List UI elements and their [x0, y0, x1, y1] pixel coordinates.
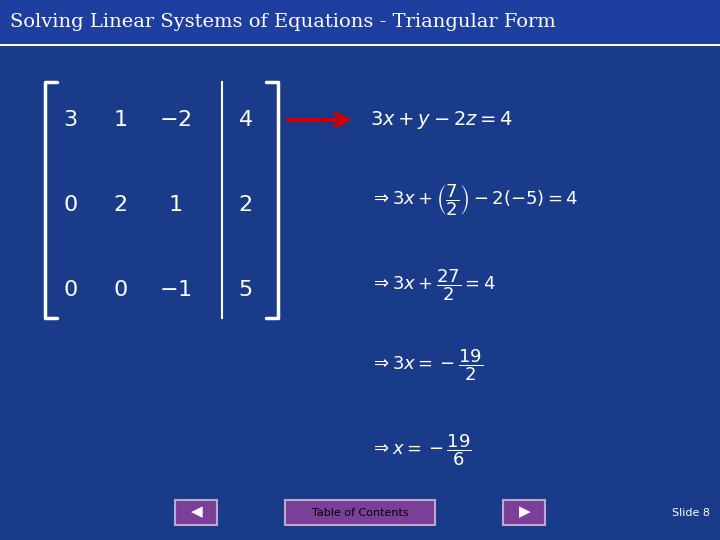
Text: $2$: $2$: [113, 194, 127, 216]
Text: $\Rightarrow 3x + \left(\dfrac{7}{2}\right) - 2(-5) = 4$: $\Rightarrow 3x + \left(\dfrac{7}{2}\rig…: [370, 182, 578, 218]
Text: $\blacktriangleright$: $\blacktriangleright$: [516, 505, 532, 521]
Text: Slide 8: Slide 8: [672, 508, 710, 517]
Text: $\Rightarrow 3x = -\dfrac{19}{2}$: $\Rightarrow 3x = -\dfrac{19}{2}$: [370, 347, 483, 383]
Text: $1$: $1$: [113, 109, 127, 131]
Text: Solving Linear Systems of Equations - Triangular Form: Solving Linear Systems of Equations - Tr…: [10, 13, 556, 31]
Text: $3x + y - 2z = 4$: $3x + y - 2z = 4$: [370, 109, 513, 131]
FancyBboxPatch shape: [175, 500, 217, 525]
Text: $0$: $0$: [63, 279, 77, 301]
Text: $\Rightarrow 3x + \dfrac{27}{2} = 4$: $\Rightarrow 3x + \dfrac{27}{2} = 4$: [370, 267, 496, 303]
Text: $3$: $3$: [63, 109, 77, 131]
Text: $-1$: $-1$: [158, 279, 192, 301]
Text: $\Rightarrow x = -\dfrac{19}{6}$: $\Rightarrow x = -\dfrac{19}{6}$: [370, 432, 472, 468]
Text: $5$: $5$: [238, 279, 252, 301]
Text: $2$: $2$: [238, 194, 252, 216]
FancyBboxPatch shape: [285, 500, 435, 525]
Text: $-2$: $-2$: [158, 109, 192, 131]
FancyBboxPatch shape: [0, 0, 720, 43]
Text: $\blacktriangleleft$: $\blacktriangleleft$: [188, 505, 204, 521]
FancyBboxPatch shape: [503, 500, 545, 525]
Text: Table of Contents: Table of Contents: [312, 508, 408, 517]
Text: $4$: $4$: [238, 109, 253, 131]
Text: $0$: $0$: [112, 279, 127, 301]
Text: $0$: $0$: [63, 194, 77, 216]
Text: $1$: $1$: [168, 194, 182, 216]
